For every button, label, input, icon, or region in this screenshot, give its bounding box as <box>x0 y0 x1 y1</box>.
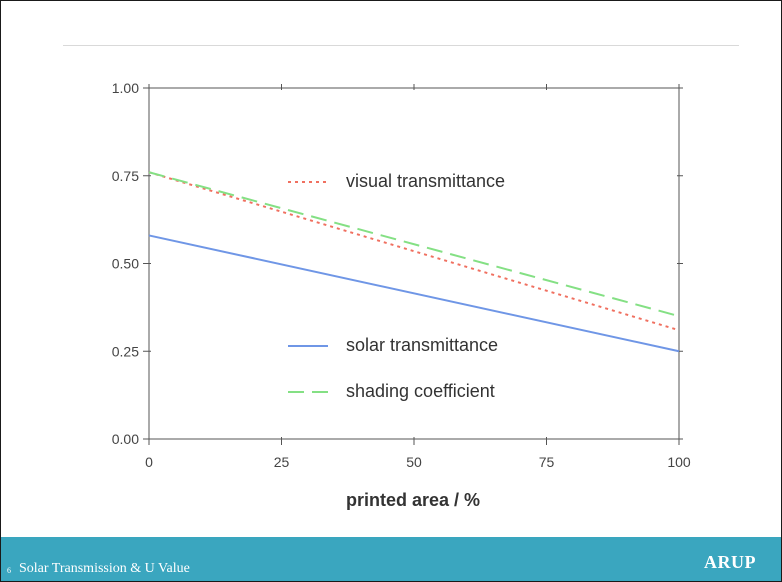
slide-number: 6 <box>7 566 11 575</box>
x-tick-label: 0 <box>145 454 153 470</box>
y-tick-label: 0.25 <box>112 343 139 359</box>
header-divider <box>63 45 739 46</box>
legend-label-1: solar transmittance <box>346 335 498 355</box>
footer-title: Solar Transmission & U Value <box>19 561 190 576</box>
y-tick-label: 0.75 <box>112 168 139 184</box>
footer-bar: 6 Solar Transmission & U Value ARUP <box>1 537 781 581</box>
legend-label-2: shading coefficient <box>346 381 495 401</box>
series-line-2 <box>148 171 680 318</box>
transmittance-line-chart: 0.00 0.25 0.50 0.75 1.00 0 25 50 75 100 visual tr… <box>112 80 691 510</box>
arup-logo: ARUP <box>704 552 756 572</box>
x-tick-label: 100 <box>667 454 691 470</box>
series-line-0 <box>148 171 680 332</box>
y-tick-label: 1.00 <box>112 80 139 96</box>
series-line-1 <box>148 234 680 353</box>
axes: 0.00 0.25 0.50 0.75 1.00 0 25 50 75 100 <box>112 80 691 470</box>
y-tick-label: 0.00 <box>112 431 139 447</box>
x-axis-label: printed area / % <box>346 490 480 510</box>
y-tick-label: 0.50 <box>112 256 139 272</box>
x-tick-label: 50 <box>406 454 422 470</box>
legend-label-0: visual transmittance <box>346 171 505 191</box>
legend: visual transmittance solar transmittance s… <box>288 171 505 401</box>
series-lines <box>148 171 680 353</box>
x-tick-label: 25 <box>274 454 290 470</box>
x-tick-label: 75 <box>539 454 555 470</box>
